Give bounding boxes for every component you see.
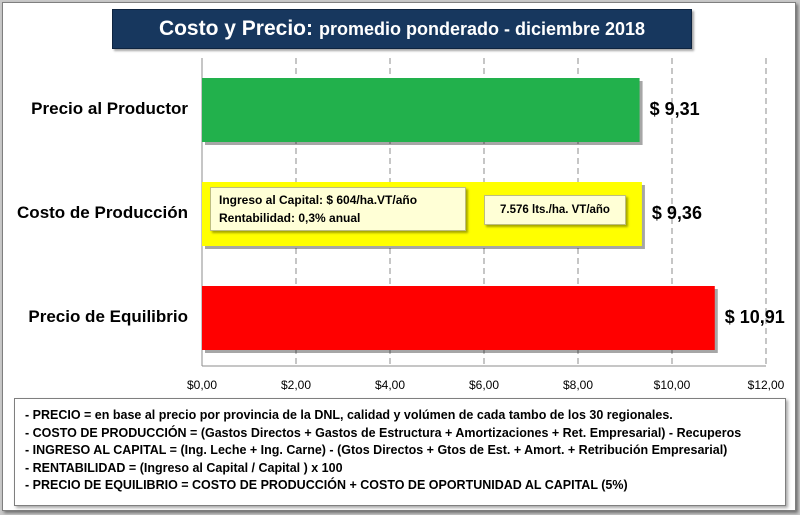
note-line: - PRECIO = en base al precio por provinc… (25, 408, 673, 422)
note-line: - PRECIO DE EQUILIBRIO = COSTO DE PRODUC… (25, 478, 628, 493)
category-label: Costo de Producción (17, 203, 188, 222)
chart-title-sub: promedio ponderado - diciembre 2018 (318, 18, 646, 39)
note-line: - RENTABILIDAD = (Ingreso al Capital / C… (25, 460, 343, 475)
x-tick-label: $8,00 (562, 378, 594, 392)
x-tick-label: $10,00 (653, 378, 691, 392)
x-tick-label: $6,00 (468, 378, 500, 392)
capital-income-text: Ingreso al Capital: $ 604/ha.VT/año (219, 193, 418, 207)
x-tick-label: $4,00 (374, 378, 406, 392)
x-tick-label: $12,00 (747, 378, 785, 392)
profitability-text: Rentabilidad: 0,3% anual (219, 211, 361, 225)
value-label: $ 10,91 (724, 307, 785, 327)
category-label: Precio de Equilibrio (28, 307, 188, 326)
bar (202, 78, 640, 142)
chart-title-main: Costo y Precio: (158, 17, 313, 40)
value-label: $ 9,36 (651, 203, 702, 223)
x-tick-label: $2,00 (280, 378, 312, 392)
liters-annotation: 7.576 lts./ha. VT/año (484, 195, 626, 225)
category-label: Precio al Productor (31, 99, 188, 118)
capital-annotation: Ingreso al Capital: $ 604/ha.VT/año Rent… (210, 187, 466, 231)
value-label: $ 9,31 (649, 99, 700, 119)
chart-title: Costo y Precio: promedio ponderado - dic… (112, 9, 692, 49)
note-line: - INGRESO AL CAPITAL = (Ing. Leche + Ing… (25, 443, 728, 458)
x-tick-label: $0,00 (186, 378, 218, 392)
note-line: - COSTO DE PRODUCCIÓN = (Gastos Directos… (25, 425, 742, 440)
liters-text: 7.576 lts./ha. VT/año (500, 204, 610, 216)
notes-box: - PRECIO = en base al precio por provinc… (14, 398, 786, 506)
bar (202, 286, 715, 350)
